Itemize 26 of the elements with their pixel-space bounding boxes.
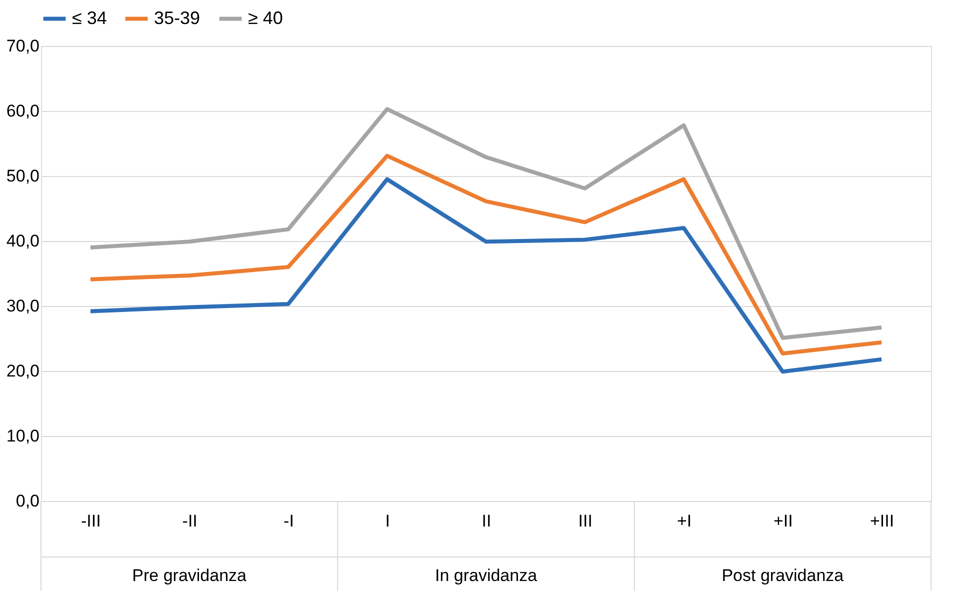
y-tick-label: 50,0	[6, 166, 40, 186]
x-tick-label: +I	[676, 512, 692, 530]
y-tick-label: 10,0	[6, 426, 40, 446]
x-tick-label: -III	[81, 512, 101, 530]
y-tick-label: 30,0	[6, 296, 40, 316]
x-tick-label: I	[385, 512, 390, 530]
y-tick-label: 0,0	[16, 492, 40, 510]
legend-label: 35-39	[154, 8, 200, 28]
line-series	[88, 154, 884, 356]
x-tick-label: +II	[773, 512, 793, 530]
text: Post gravidanza	[722, 566, 844, 585]
text: Pre gravidanza	[132, 566, 248, 585]
x-tick-label: -I	[284, 512, 294, 530]
x-tick-label: -II	[182, 512, 198, 530]
x-tick-label: +III	[870, 512, 894, 530]
y-tick-label: 70,0	[6, 36, 40, 56]
x-tick-label: III	[578, 512, 592, 530]
legend-label: ≥ 40	[248, 8, 283, 28]
y-tick-label: 20,0	[6, 362, 40, 380]
y-tick-label: 40,0	[6, 232, 40, 250]
line-series	[88, 107, 884, 340]
text: In gravidanza	[434, 566, 538, 585]
line-series	[88, 177, 884, 374]
y-tick-label: 60,0	[6, 102, 40, 120]
legend-label: ≤ 34	[72, 8, 107, 28]
x-tick-label: II	[482, 512, 492, 530]
